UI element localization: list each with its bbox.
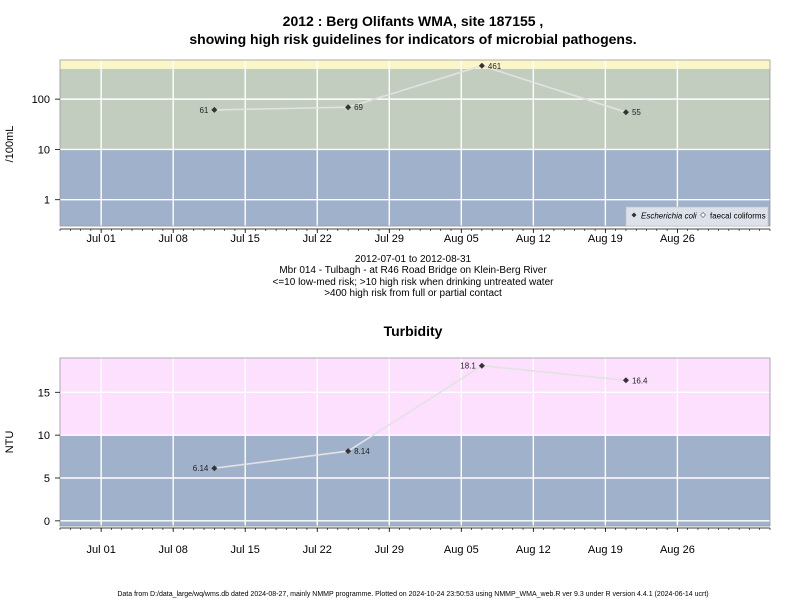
- chart1-data-label: 461: [488, 62, 502, 71]
- chart1-y-tick-label: 100: [32, 94, 50, 106]
- chart2-x-tick-label: Jul 01: [86, 544, 115, 556]
- chart2-data-label: 8.14: [354, 447, 370, 456]
- chart2-y-tick-label: 0: [44, 516, 50, 528]
- chart2-y-tick-label: 15: [38, 387, 50, 399]
- chart1-data-label: 55: [632, 108, 641, 117]
- chart1-legend: Escherichia coli faecal coliforms: [625, 206, 769, 227]
- chart2-band-0: [60, 435, 770, 526]
- chart1-y-tick-label: 1: [44, 195, 50, 207]
- chart2-data-point: [478, 362, 485, 369]
- chart2-data-label: 16.4: [632, 376, 648, 385]
- chart2-data-label: 6.14: [193, 464, 209, 473]
- chart1-data-label: 69: [354, 103, 363, 112]
- chart1-frame: [59, 59, 771, 227]
- chart2-band-1: [60, 358, 770, 436]
- chart2-x-tick-label: Jul 29: [375, 544, 404, 556]
- chart1-x-tick-label: Jul 08: [159, 233, 188, 245]
- chart2-plot-area: Jul 01 Jul 08 Jul 15 Jul 22 Jul 29 Aug 05 Aug …: [38, 357, 771, 556]
- chart1-y-tick-label: 10: [38, 144, 50, 156]
- legend-marker-ecoli: [631, 212, 637, 218]
- chart2-data-point: [211, 465, 218, 472]
- chart2-y-axis-label: NTU: [4, 431, 16, 454]
- chart1-data-point: [211, 106, 218, 113]
- chart1-data-point: [622, 109, 629, 116]
- chart2-x-tick-label: Aug 05: [444, 544, 479, 556]
- chart1-x-tick-label: Jul 29: [375, 233, 404, 245]
- chart1-series-line: [214, 64, 627, 113]
- legend-marker-faecal: [700, 212, 706, 218]
- chart1-x-tick-label: Aug 05: [444, 233, 479, 245]
- legend-label-faecal: faecal coliforms: [710, 212, 766, 221]
- chart1-plot-area: Jul 01 Jul 08 Jul 15 Jul 22 Jul 29 Aug 05 Aug …: [32, 59, 771, 245]
- chart2-x-tick-label: Aug 26: [660, 544, 695, 556]
- chart2-x-tick-label: Aug 19: [588, 544, 623, 556]
- chart1-data-label: 61: [199, 106, 208, 115]
- chart2-x-tick-label: Jul 22: [303, 544, 332, 556]
- chart1-x-tick-label: Jul 22: [303, 233, 332, 245]
- chart2-y-tick-label: 10: [38, 430, 50, 442]
- chart1-band-2: [60, 60, 770, 69]
- legend-label-ecoli: Escherichia coli: [641, 212, 697, 221]
- chart1-x-tick-label: Jul 15: [231, 233, 260, 245]
- chart1-x-tick-label: Aug 19: [588, 233, 623, 245]
- chart2-series-line: [214, 364, 627, 470]
- caption-line-low-risk: <=10 low-med risk; >10 high risk when dr…: [273, 277, 555, 288]
- chart1-x-tick-label: Aug 12: [516, 233, 551, 245]
- chart2-y-tick-label: 5: [44, 473, 50, 485]
- chart2-data-point: [345, 448, 352, 455]
- caption-line-high-risk: >400 high risk from full or partial cont…: [324, 288, 502, 299]
- chart2-data-label: 18.1: [460, 362, 476, 371]
- chart1-band-1: [60, 68, 770, 150]
- chart2-data-point: [622, 377, 629, 384]
- chart1-y-axis-label: /100mL: [4, 126, 16, 163]
- chart2-frame: [59, 357, 771, 527]
- chart1-x-tick-label: Aug 26: [660, 233, 695, 245]
- chart1-data-point: [478, 62, 485, 69]
- caption-line-date-range: 2012-07-01 to 2012-08-31: [355, 254, 472, 265]
- legend-box: [625, 206, 769, 227]
- chart2-x-tick-label: Aug 12: [516, 544, 551, 556]
- chart1-subtitle: showing high risk guidelines for indicat…: [189, 31, 636, 47]
- chart1-title: 2012 : Berg Olifants WMA, site 187155 ,: [283, 13, 544, 29]
- chart1-x-tick-label: Jul 01: [86, 233, 115, 245]
- caption-line-site: Mbr 014 - Tulbagh - at R46 Road Bridge o…: [279, 265, 547, 276]
- chart1-data-point: [345, 104, 352, 111]
- chart2-title: Turbidity: [384, 323, 443, 339]
- chart2-x-tick-label: Jul 08: [159, 544, 188, 556]
- footer-note: Data from D:/data_large/wq/wms.db dated …: [117, 591, 708, 598]
- chart2-x-tick-label: Jul 15: [231, 544, 260, 556]
